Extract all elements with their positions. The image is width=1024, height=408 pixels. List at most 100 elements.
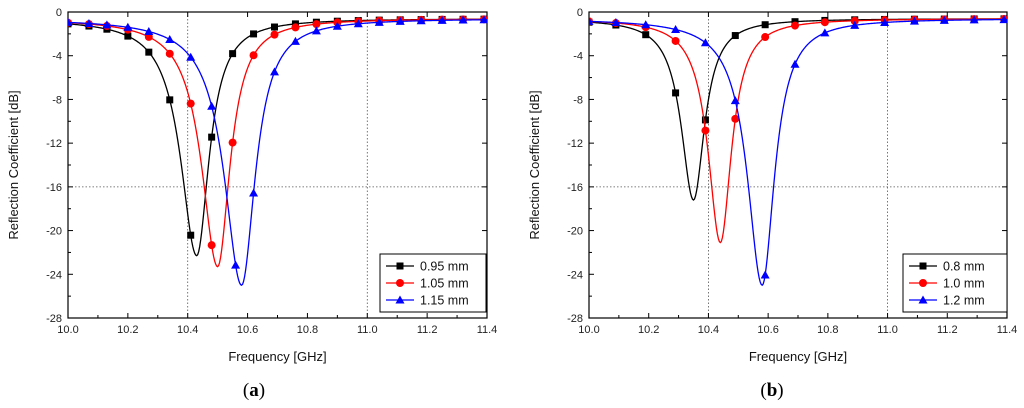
data-point bbox=[353, 19, 363, 28]
legend-marker bbox=[918, 295, 928, 304]
series-1.15-mm bbox=[68, 15, 487, 287]
data-point bbox=[186, 99, 195, 108]
data-point bbox=[207, 241, 216, 250]
data-point bbox=[701, 126, 710, 135]
data-point bbox=[290, 36, 300, 45]
x-tick-label: 11.2 bbox=[417, 324, 438, 336]
data-point bbox=[437, 15, 447, 24]
data-point bbox=[124, 32, 132, 40]
data-point bbox=[271, 23, 279, 31]
x-tick-label: 11.2 bbox=[937, 324, 958, 336]
y-tick-label: -24 bbox=[46, 269, 62, 281]
data-point bbox=[589, 16, 594, 25]
data-point bbox=[186, 52, 196, 61]
x-tick-label: 10.2 bbox=[638, 324, 659, 336]
series-1.05-mm bbox=[68, 15, 487, 268]
data-point bbox=[909, 16, 919, 25]
y-tick-label: -4 bbox=[573, 51, 583, 63]
data-point bbox=[228, 138, 237, 147]
legend-label: 0.95 mm bbox=[420, 260, 469, 274]
data-point bbox=[102, 20, 112, 29]
data-point bbox=[312, 20, 321, 29]
data-point bbox=[700, 38, 710, 47]
legend-label: 1.0 mm bbox=[943, 277, 985, 291]
legend-marker bbox=[396, 262, 404, 270]
data-point bbox=[850, 16, 859, 25]
data-point bbox=[790, 59, 800, 68]
data-point bbox=[672, 89, 680, 97]
data-point bbox=[311, 26, 321, 35]
data-point bbox=[249, 51, 258, 60]
data-point bbox=[395, 16, 405, 25]
panel-caption: (a) bbox=[243, 380, 265, 401]
data-point bbox=[250, 30, 258, 38]
legend-marker bbox=[919, 262, 927, 270]
x-axis-label: Frequency [GHz] bbox=[228, 349, 326, 364]
x-tick-label: 10.4 bbox=[177, 324, 198, 336]
series-line bbox=[68, 19, 487, 287]
y-tick-label: -28 bbox=[567, 313, 583, 325]
legend: 0.95 mm 1.05 mm 1.15 mm bbox=[379, 253, 487, 313]
data-point bbox=[479, 15, 487, 24]
x-tick-label: 10.0 bbox=[57, 324, 78, 336]
y-axis-label: Reflection Coefficient [dB] bbox=[6, 90, 21, 239]
data-point bbox=[641, 20, 651, 29]
data-point bbox=[939, 15, 949, 24]
series-1.2-mm bbox=[589, 15, 1007, 287]
data-point bbox=[123, 22, 133, 31]
y-tick-label: -8 bbox=[52, 94, 62, 106]
x-tick-label: 10.8 bbox=[817, 324, 838, 336]
data-point bbox=[820, 28, 830, 37]
data-point bbox=[374, 17, 384, 26]
series-line bbox=[589, 18, 1007, 287]
x-tick-label: 10.6 bbox=[237, 324, 258, 336]
data-point bbox=[229, 50, 237, 58]
data-point bbox=[731, 32, 739, 40]
data-point bbox=[760, 270, 770, 279]
data-point bbox=[730, 96, 740, 105]
y-tick-label: -24 bbox=[567, 269, 583, 281]
x-tick-label: 10.6 bbox=[757, 324, 778, 336]
legend-label: 0.8 mm bbox=[943, 260, 985, 274]
y-tick-label: -16 bbox=[567, 182, 583, 194]
data-point bbox=[208, 133, 216, 141]
data-point bbox=[68, 17, 73, 26]
data-point bbox=[999, 15, 1007, 24]
legend-label: 1.2 mm bbox=[943, 294, 985, 308]
y-tick-label: -12 bbox=[46, 138, 62, 150]
data-point bbox=[416, 16, 426, 25]
data-point bbox=[671, 25, 681, 34]
data-point bbox=[165, 34, 175, 43]
data-point bbox=[458, 15, 468, 24]
y-tick-label: -20 bbox=[567, 226, 583, 238]
data-point bbox=[332, 21, 342, 30]
data-point bbox=[270, 30, 279, 39]
data-point bbox=[761, 33, 770, 42]
y-tick-label: -4 bbox=[52, 51, 62, 63]
legend-marker bbox=[395, 295, 405, 304]
legend-marker bbox=[396, 279, 404, 287]
y-tick-label: -8 bbox=[573, 94, 583, 106]
y-tick-label: -20 bbox=[46, 226, 62, 238]
data-point bbox=[820, 18, 829, 27]
data-point bbox=[761, 21, 769, 29]
panel-caption: (b) bbox=[760, 380, 783, 401]
x-tick-label: 10.2 bbox=[117, 324, 138, 336]
data-point bbox=[145, 48, 153, 56]
y-tick-label: 0 bbox=[577, 7, 583, 19]
data-point bbox=[791, 21, 800, 30]
legend-marker bbox=[919, 279, 927, 287]
data-point bbox=[850, 20, 860, 29]
data-point bbox=[642, 31, 650, 39]
data-point bbox=[701, 116, 709, 124]
x-tick-label: 11.4 bbox=[997, 324, 1018, 336]
data-point bbox=[207, 101, 217, 110]
x-tick-label: 10.0 bbox=[578, 324, 599, 336]
data-point bbox=[291, 23, 300, 32]
x-tick-label: 11.4 bbox=[477, 324, 498, 336]
x-axis-label: Frequency [GHz] bbox=[749, 349, 847, 364]
x-tick-label: 11.0 bbox=[357, 324, 378, 336]
x-tick-label: 11.0 bbox=[877, 324, 898, 336]
x-tick-label: 10.4 bbox=[698, 324, 719, 336]
